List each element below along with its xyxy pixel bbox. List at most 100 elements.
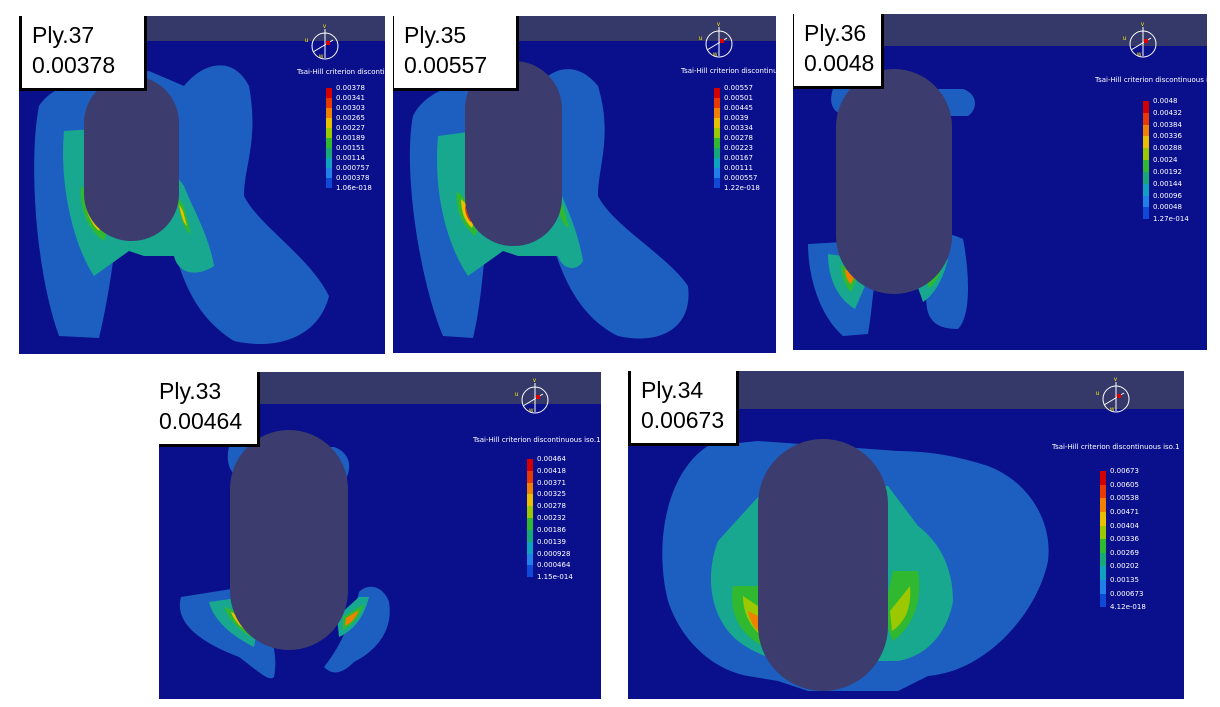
color-scale-segment xyxy=(326,108,332,118)
axis-compass-icon: v u w xyxy=(1123,22,1157,58)
color-scale-tick-label: 0.00538 xyxy=(1110,494,1139,503)
stress-contour-plot xyxy=(19,16,385,345)
ply-label-box: Ply.36 0.0048 xyxy=(793,14,884,89)
color-scale-tick-label: 0.00378 xyxy=(336,84,365,92)
axis-w-label: w xyxy=(1109,407,1115,413)
color-scale-segment xyxy=(326,118,332,128)
color-scale-tick-label: 1.06e-018 xyxy=(336,184,372,192)
color-scale-segment xyxy=(1100,484,1106,499)
contour-panel-ply34: Ply.34 0.00673 v u w Tsai-Hill criterion… xyxy=(628,371,1184,699)
color-scale-tick-label: 0.00464 xyxy=(537,455,566,463)
axis-w-label: w xyxy=(712,52,718,58)
color-scale-tick-label: 0.00471 xyxy=(1110,507,1139,516)
color-scale-segment xyxy=(1143,101,1149,113)
color-scale-segment xyxy=(1100,498,1106,512)
legend-title: Tsai-Hill criterion discontinuous iso.1 xyxy=(297,68,385,76)
axis-v-label: v xyxy=(533,378,536,384)
color-scale-tick-label: 0.00334 xyxy=(724,124,753,132)
color-scale-segment xyxy=(326,128,332,138)
color-scale-tick-label: 0.000464 xyxy=(537,561,571,570)
color-scale-tick-label: 0.00557 xyxy=(724,84,753,92)
axis-v-label: v xyxy=(717,22,720,28)
color-scale-segment xyxy=(714,158,720,168)
color-scale-tick-label: 0.00151 xyxy=(336,144,365,152)
color-scale-segment xyxy=(1100,539,1106,553)
axis-compass-icon: v u w xyxy=(699,22,733,58)
legend-title: Tsai-Hill criterion discontinuous iso.1 xyxy=(681,67,776,75)
ply-label-box: Ply.33 0.00464 xyxy=(159,372,260,447)
color-scale-segment xyxy=(1100,471,1106,485)
ply-label-box: Ply.37 0.00378 xyxy=(19,16,147,91)
color-scale-tick-label: 0.00269 xyxy=(1110,548,1139,557)
color-scale-segment xyxy=(326,148,332,158)
color-scale-tick-label: 1.15e-014 xyxy=(537,573,573,582)
color-scale-segment xyxy=(527,506,533,519)
color-scale-tick-label: 0.00418 xyxy=(537,466,566,475)
axis-u-label: u xyxy=(515,392,518,398)
color-scale-tick-label: 0.000757 xyxy=(336,164,370,172)
color-scale-segment xyxy=(527,565,533,578)
color-scale-tick-label: 0.00325 xyxy=(537,490,566,499)
axis-v-label: v xyxy=(1141,22,1144,28)
color-scale-segment xyxy=(714,128,720,138)
ply-name: Ply.33 xyxy=(159,378,222,404)
color-scale-legend: 0.00378 0.00341 0.00303 0.00265 0.00227 0.001… xyxy=(326,84,385,198)
color-scale-tick-label: 0.000673 xyxy=(1110,589,1144,598)
color-scale-segment xyxy=(1143,124,1149,137)
color-scale-tick-label: 0.00223 xyxy=(724,144,753,152)
color-scale-segment xyxy=(527,470,533,483)
color-scale-tick-label: 0.00336 xyxy=(1153,132,1182,141)
legend-title: Tsai-Hill criterion discontinuous iso.1 xyxy=(1095,76,1207,84)
color-scale-tick-label: 0.00232 xyxy=(537,514,566,523)
color-scale-tick-label: 0.0048 xyxy=(1153,97,1178,105)
ply-label-box: Ply.35 0.00557 xyxy=(393,16,519,91)
color-scale-segment xyxy=(527,529,533,542)
color-scale-segment xyxy=(1143,195,1149,208)
color-scale-segment xyxy=(1100,525,1106,540)
color-scale-segment xyxy=(1143,148,1149,161)
color-scale-bar xyxy=(527,459,533,578)
color-scale-segment xyxy=(1143,112,1149,125)
axis-u-label: u xyxy=(699,36,702,42)
color-scale-legend: 0.0048 0.00432 0.00384 0.00336 0.00288 0.0024… xyxy=(1143,97,1203,231)
color-scale-tick-label: 0.00673 xyxy=(1110,467,1139,475)
legend-title: Tsai-Hill criterion discontinuous iso.1 xyxy=(473,436,601,444)
color-scale-segment xyxy=(1100,580,1106,594)
color-scale-segment xyxy=(714,88,720,98)
color-scale-segment xyxy=(1100,552,1106,567)
color-scale-segment xyxy=(326,168,332,178)
color-scale-tick-label: 0.00445 xyxy=(724,104,753,112)
color-scale-tick-label: 0.00288 xyxy=(1153,144,1182,153)
color-scale-tick-label: 0.00227 xyxy=(336,124,365,132)
color-scale-segment xyxy=(527,541,533,554)
color-scale-segment xyxy=(1100,566,1106,580)
stress-contour-plot xyxy=(393,16,776,339)
ply-name: Ply.36 xyxy=(804,20,867,46)
ply-max-value: 0.00557 xyxy=(404,52,488,78)
color-scale-segment xyxy=(527,494,533,507)
axis-w-label: w xyxy=(318,54,324,60)
color-scale-tick-label: 0.0024 xyxy=(1153,156,1178,165)
color-scale-segment xyxy=(1143,136,1149,149)
color-scale-segment xyxy=(714,118,720,128)
color-scale-bar xyxy=(1143,101,1149,220)
ply-max-value: 0.00464 xyxy=(159,408,243,434)
color-scale-segment xyxy=(326,138,332,148)
axis-w-label: w xyxy=(528,408,534,414)
color-scale-legend: 0.00464 0.00418 0.00371 0.00325 0.00278 0.002… xyxy=(527,455,597,589)
color-scale-tick-label: 0.00371 xyxy=(537,478,566,487)
color-scale-segment xyxy=(1143,160,1149,172)
color-scale-tick-label: 0.0039 xyxy=(724,114,749,122)
axis-u-label: u xyxy=(1123,36,1126,42)
color-scale-tick-label: 0.00303 xyxy=(336,104,365,112)
color-scale-tick-label: 0.00144 xyxy=(1153,179,1182,188)
color-scale-tick-label: 0.000378 xyxy=(336,174,370,182)
color-scale-tick-label: 0.00404 xyxy=(1110,521,1139,530)
axis-w-label: w xyxy=(1136,52,1142,58)
color-scale-tick-label: 0.00192 xyxy=(1153,167,1182,176)
color-scale-tick-label: 0.00111 xyxy=(724,164,753,172)
axis-v-label: v xyxy=(323,24,326,30)
axis-compass-icon: v u w xyxy=(515,378,549,414)
color-scale-tick-label: 0.00167 xyxy=(724,154,753,162)
color-scale-tick-label: 0.00278 xyxy=(537,502,566,511)
